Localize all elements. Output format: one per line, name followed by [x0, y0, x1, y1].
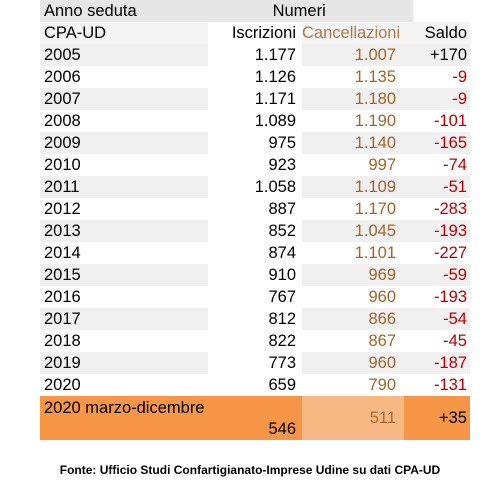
cell-iscrizioni: 1.058 — [208, 176, 302, 198]
header-cpa-ud: CPA-UD — [40, 22, 208, 44]
cell-cancellazioni: 1.140 — [302, 132, 404, 154]
cell-iscrizioni: 822 — [208, 330, 302, 352]
table-row: 2019 773 960 -187 — [40, 352, 470, 374]
table-row: 2007 1.171 1.180 -9 — [40, 88, 470, 110]
table-row: 2012 887 1.170 -283 — [40, 198, 470, 220]
table-row: 2013 852 1.045 -193 — [40, 220, 470, 242]
cell-iscrizioni: 923 — [208, 154, 302, 176]
cell-cancellazioni: 997 — [368, 156, 396, 174]
header-group-numeri: Numeri — [185, 0, 413, 22]
cell-iscrizioni: 1.171 — [208, 88, 302, 110]
cell-cancellazioni: 1.007 — [302, 44, 404, 66]
cell-saldo: -193 — [404, 220, 470, 242]
table-row: 2018 822 867 -45 — [40, 330, 470, 352]
cell-iscrizioni: 1.126 — [208, 66, 302, 88]
cell-cancellazioni: 960 — [368, 288, 396, 306]
cell-saldo: -227 — [433, 244, 467, 262]
header-cancellazioni: Cancellazioni — [302, 22, 404, 44]
highlight-iscrizioni: 546 — [208, 396, 302, 440]
cell-saldo: -131 — [433, 376, 467, 394]
header-iscrizioni: Iscrizioni — [208, 22, 302, 44]
cell-cancellazioni: 1.045 — [302, 220, 404, 242]
cell-year: 2013 — [40, 220, 208, 242]
cell-cancellazioni: 1.180 — [302, 88, 404, 110]
table-row: 2011 1.058 1.109 -51 — [40, 176, 470, 198]
cell-cancellazioni: 866 — [302, 308, 404, 330]
table-row: 2009 975 1.140 -165 — [40, 132, 470, 154]
table-row: 2014 874 1.101 -227 — [40, 242, 470, 264]
source-note: Fonte: Ufficio Studi Confartigianato-Imp… — [59, 463, 441, 477]
cell-year: 2006 — [44, 68, 81, 86]
cell-saldo: -283 — [433, 200, 467, 218]
highlight-row: 2020 marzo-dicembre 546 511 +35 — [40, 396, 470, 440]
cell-iscrizioni: 852 — [208, 220, 302, 242]
cell-year: 2011 — [40, 176, 208, 198]
cell-saldo: +170 — [404, 44, 470, 66]
cell-cancellazioni: 969 — [302, 264, 404, 286]
cell-year: 2014 — [44, 244, 81, 262]
cell-saldo: -101 — [433, 112, 467, 130]
cell-cancellazioni: 1.190 — [354, 112, 396, 130]
cell-cancellazioni: 1.109 — [302, 176, 404, 198]
cell-cancellazioni: 1.170 — [354, 200, 396, 218]
cell-iscrizioni: 773 — [208, 352, 302, 374]
cell-year: 2016 — [44, 288, 81, 306]
cell-saldo: -193 — [433, 288, 467, 306]
header-row-top: Anno seduta Numeri — [40, 0, 470, 22]
header-saldo: Saldo — [404, 22, 470, 44]
cell-iscrizioni: 887 — [208, 198, 302, 220]
cell-saldo: -54 — [404, 308, 470, 330]
highlight-saldo: +35 — [404, 396, 470, 440]
cell-year: 2005 — [40, 44, 208, 66]
table-row: 2016 767 960 -193 — [40, 286, 470, 308]
highlight-cancellazioni: 511 — [302, 396, 404, 440]
cell-cancellazioni: 1.101 — [354, 244, 396, 262]
table-row: 2005 1.177 1.007 +170 — [40, 44, 470, 66]
cell-year: 2010 — [44, 156, 81, 174]
cell-year: 2012 — [44, 200, 81, 218]
data-table: Anno seduta Numeri CPA-UD Iscrizioni Can… — [40, 0, 470, 440]
table-row: 2017 812 866 -54 — [40, 308, 470, 330]
cell-iscrizioni: 659 — [208, 374, 302, 396]
cell-iscrizioni: 1.177 — [208, 44, 302, 66]
cell-year: 2015 — [40, 264, 208, 286]
table-row: 2020 659 790 -131 — [40, 374, 470, 396]
cell-year: 2019 — [40, 352, 208, 374]
cell-year: 2007 — [40, 88, 208, 110]
cell-iscrizioni: 910 — [208, 264, 302, 286]
highlight-year: 2020 marzo-dicembre — [40, 396, 208, 440]
cell-year: 2017 — [40, 308, 208, 330]
table-row: 2015 910 969 -59 — [40, 264, 470, 286]
table-row: 2006 1.126 1.135 -9 — [40, 66, 470, 88]
table-row: 2010 923 997 -74 — [40, 154, 470, 176]
cell-iscrizioni: 1.089 — [208, 110, 302, 132]
table-body: 2005 1.177 1.007 +170 2006 1.126 1.135 -9 2007 1.… — [40, 44, 470, 396]
cell-year: 2009 — [40, 132, 208, 154]
cell-saldo: -59 — [404, 264, 470, 286]
header-row: CPA-UD Iscrizioni Cancellazioni Saldo — [40, 22, 470, 44]
cell-year: 2020 — [44, 376, 81, 394]
cell-cancellazioni: 867 — [368, 332, 396, 350]
cell-cancellazioni: 790 — [368, 376, 396, 394]
cell-cancellazioni: 960 — [302, 352, 404, 374]
cell-saldo: -165 — [404, 132, 470, 154]
cell-saldo: -74 — [443, 156, 467, 174]
cell-year: 2008 — [44, 112, 81, 130]
cell-saldo: -9 — [404, 88, 470, 110]
cell-cancellazioni: 1.135 — [354, 68, 396, 86]
cell-year: 2018 — [44, 332, 81, 350]
cell-saldo: -187 — [404, 352, 470, 374]
table-row: 2008 1.089 1.190 -101 — [40, 110, 470, 132]
cell-iscrizioni: 874 — [208, 242, 302, 264]
cell-iscrizioni: 812 — [208, 308, 302, 330]
cell-saldo: -9 — [452, 68, 467, 86]
cell-saldo: -45 — [443, 332, 467, 350]
cell-saldo: -51 — [404, 176, 470, 198]
header-year-label: Anno seduta — [40, 0, 186, 22]
cell-iscrizioni: 975 — [208, 132, 302, 154]
cell-iscrizioni: 767 — [208, 286, 302, 308]
